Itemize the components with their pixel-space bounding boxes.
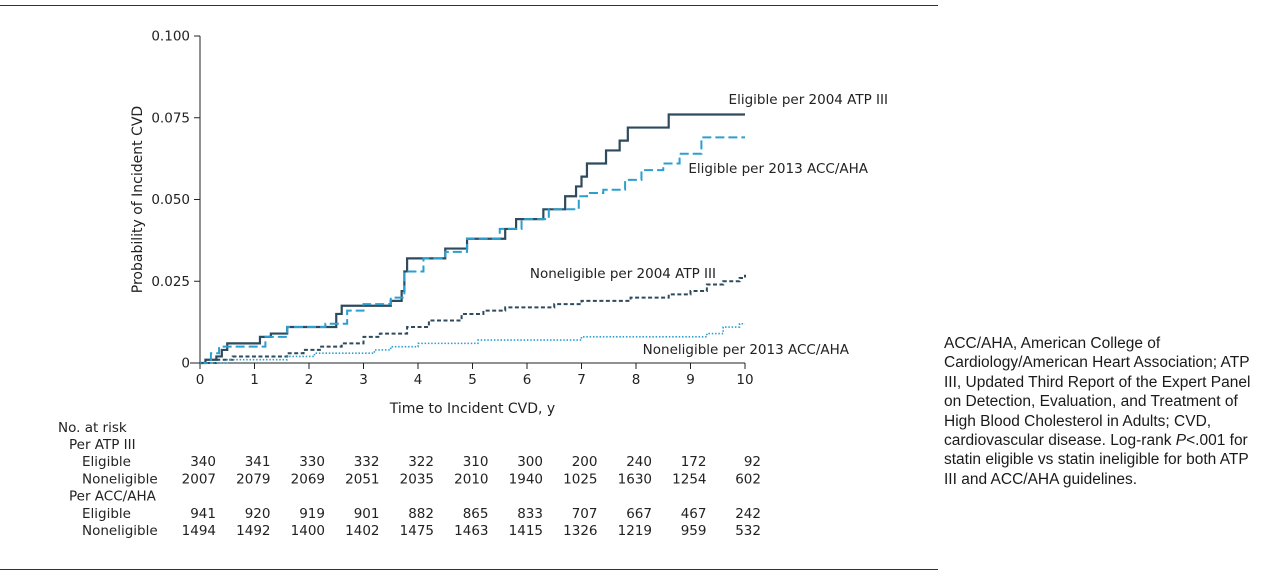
series-line-4: [200, 322, 745, 364]
risk-table-cell: 340: [190, 454, 216, 470]
x-tick-label: 10: [736, 372, 753, 388]
risk-table-cell: 1494: [182, 523, 216, 539]
risk-table-cell: 1402: [345, 523, 379, 539]
risk-table-cell: 901: [354, 506, 380, 522]
risk-table-cell: 532: [735, 523, 761, 539]
risk-table-cell: 2079: [236, 471, 270, 487]
risk-table-cell: 92: [744, 454, 761, 470]
risk-table-cell: 2069: [291, 471, 325, 487]
risk-table-cell: 1475: [400, 523, 434, 539]
caption-text: ACC/AHA, American College of Cardiology/…: [944, 335, 1251, 450]
risk-table-cell: 242: [735, 506, 761, 522]
risk-table-cell: 941: [190, 506, 216, 522]
risk-table-cell: 310: [463, 454, 489, 470]
top-rule: [0, 5, 938, 6]
caption-p-symbol: P: [1175, 432, 1187, 450]
x-tick-label: 6: [523, 372, 532, 388]
risk-table-cell: 2010: [454, 471, 488, 487]
series-line-2: [200, 136, 745, 364]
series-label-1: Eligible per 2004 ATP III: [729, 92, 888, 108]
risk-table-cell: 172: [681, 454, 707, 470]
risk-table-cell: 2007: [182, 471, 216, 487]
risk-table-group-label: Per ACC/AHA: [69, 489, 157, 505]
risk-table-cell: 882: [408, 506, 434, 522]
risk-table-cell: 300: [517, 454, 543, 470]
series-line-3: [200, 274, 746, 364]
risk-table-cell: 1630: [618, 471, 652, 487]
x-tick-label: 5: [468, 372, 477, 388]
risk-table-cell: 1940: [509, 471, 543, 487]
risk-table-cell: 865: [463, 506, 489, 522]
bottom-rule: [0, 569, 938, 570]
risk-table-cell: 1400: [291, 523, 325, 539]
y-tick-label: 0: [181, 356, 190, 372]
x-tick-label: 2: [305, 372, 314, 388]
series-label-2: Eligible per 2013 ACC/AHA: [688, 161, 868, 177]
y-tick-label: 0.100: [151, 29, 190, 45]
risk-table-cell: 1415: [509, 523, 543, 539]
risk-table-cell: 1463: [454, 523, 488, 539]
x-tick-label: 7: [577, 372, 586, 388]
x-axis-title: Time to Incident CVD, y: [389, 401, 555, 417]
kaplan-meier-chart: 0 0.025 0.050 0.075 0.100 0 1 2 3 4 5 6 7 8 9 10 Probabi…: [58, 29, 888, 540]
risk-table-cell: 833: [517, 506, 543, 522]
risk-table-cell: 341: [245, 454, 271, 470]
y-tick-label: 0.025: [151, 274, 190, 290]
x-tick-label: 9: [686, 372, 695, 388]
x-tick-label: 1: [250, 372, 259, 388]
risk-table-cell: 1219: [618, 523, 652, 539]
risk-table-cell: 467: [681, 506, 707, 522]
y-axis-title: Probability of Incident CVD: [130, 106, 146, 293]
risk-table-cell: 667: [626, 506, 652, 522]
series-label-4: Noneligible per 2013 ACC/AHA: [643, 342, 850, 358]
risk-table-cell: 1025: [563, 471, 597, 487]
risk-table-cell: 959: [681, 523, 707, 539]
risk-table-cell: 602: [735, 471, 761, 487]
risk-table-cell: 920: [245, 506, 271, 522]
risk-table-cell: 1326: [563, 523, 597, 539]
risk-table-cell: 919: [299, 506, 325, 522]
x-tick-label: 3: [359, 372, 368, 388]
risk-table-cell: 1492: [236, 523, 270, 539]
risk-table-cell: 332: [354, 454, 380, 470]
risk-table-cell: 240: [626, 454, 652, 470]
risk-table-title: No. at risk: [58, 420, 127, 436]
risk-table-cell: 322: [408, 454, 434, 470]
risk-table-row-label: Noneligible: [82, 523, 158, 539]
risk-table-row-label: Noneligible: [82, 471, 158, 487]
risk-table-cell: 200: [572, 454, 598, 470]
y-tick-label: 0.075: [151, 110, 190, 126]
x-tick-label: 8: [632, 372, 641, 388]
y-tick-label: 0.050: [151, 192, 190, 208]
x-tick-label: 0: [196, 372, 205, 388]
risk-table-cell: 1254: [672, 471, 706, 487]
risk-table-cell: 2035: [400, 471, 434, 487]
risk-table-row-label: Eligible: [82, 454, 131, 470]
risk-table-row-label: Eligible: [82, 506, 131, 522]
caption-text-end: <.001 for statin eligible vs statin inel…: [944, 432, 1249, 488]
risk-table-cell: 330: [299, 454, 325, 470]
series-label-3: Noneligible per 2004 ATP III: [530, 266, 716, 282]
risk-table-group-label: Per ATP III: [69, 437, 136, 453]
figure-caption: ACC/AHA, American College of Cardiology/…: [944, 334, 1259, 489]
risk-table-cell: 707: [572, 506, 598, 522]
risk-table-cell: 2051: [345, 471, 379, 487]
x-tick-label: 4: [414, 372, 423, 388]
